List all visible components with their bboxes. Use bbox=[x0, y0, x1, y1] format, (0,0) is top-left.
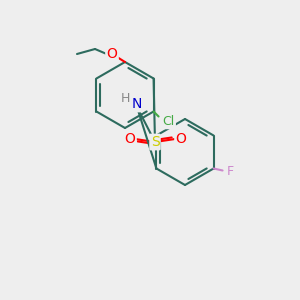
Text: O: O bbox=[124, 132, 135, 146]
Text: F: F bbox=[227, 165, 234, 178]
Text: N: N bbox=[132, 97, 142, 111]
Text: O: O bbox=[176, 132, 186, 146]
Text: H: H bbox=[120, 92, 130, 106]
Text: O: O bbox=[106, 47, 117, 61]
Text: Cl: Cl bbox=[163, 115, 175, 128]
Text: S: S bbox=[151, 135, 159, 149]
